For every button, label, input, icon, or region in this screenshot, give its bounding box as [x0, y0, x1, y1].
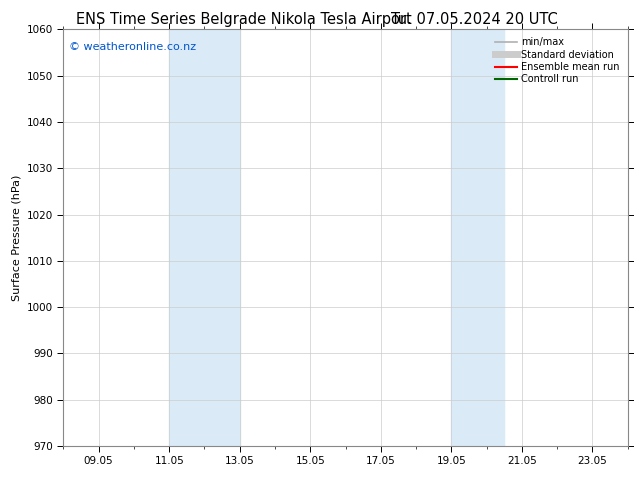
Text: ENS Time Series Belgrade Nikola Tesla Airport: ENS Time Series Belgrade Nikola Tesla Ai… — [76, 12, 412, 27]
Text: © weatheronline.co.nz: © weatheronline.co.nz — [69, 42, 196, 52]
Y-axis label: Surface Pressure (hPa): Surface Pressure (hPa) — [11, 174, 21, 301]
Text: Tu. 07.05.2024 20 UTC: Tu. 07.05.2024 20 UTC — [391, 12, 558, 27]
Legend: min/max, Standard deviation, Ensemble mean run, Controll run: min/max, Standard deviation, Ensemble me… — [492, 34, 623, 87]
Bar — [451, 29, 504, 446]
Bar — [169, 29, 240, 446]
